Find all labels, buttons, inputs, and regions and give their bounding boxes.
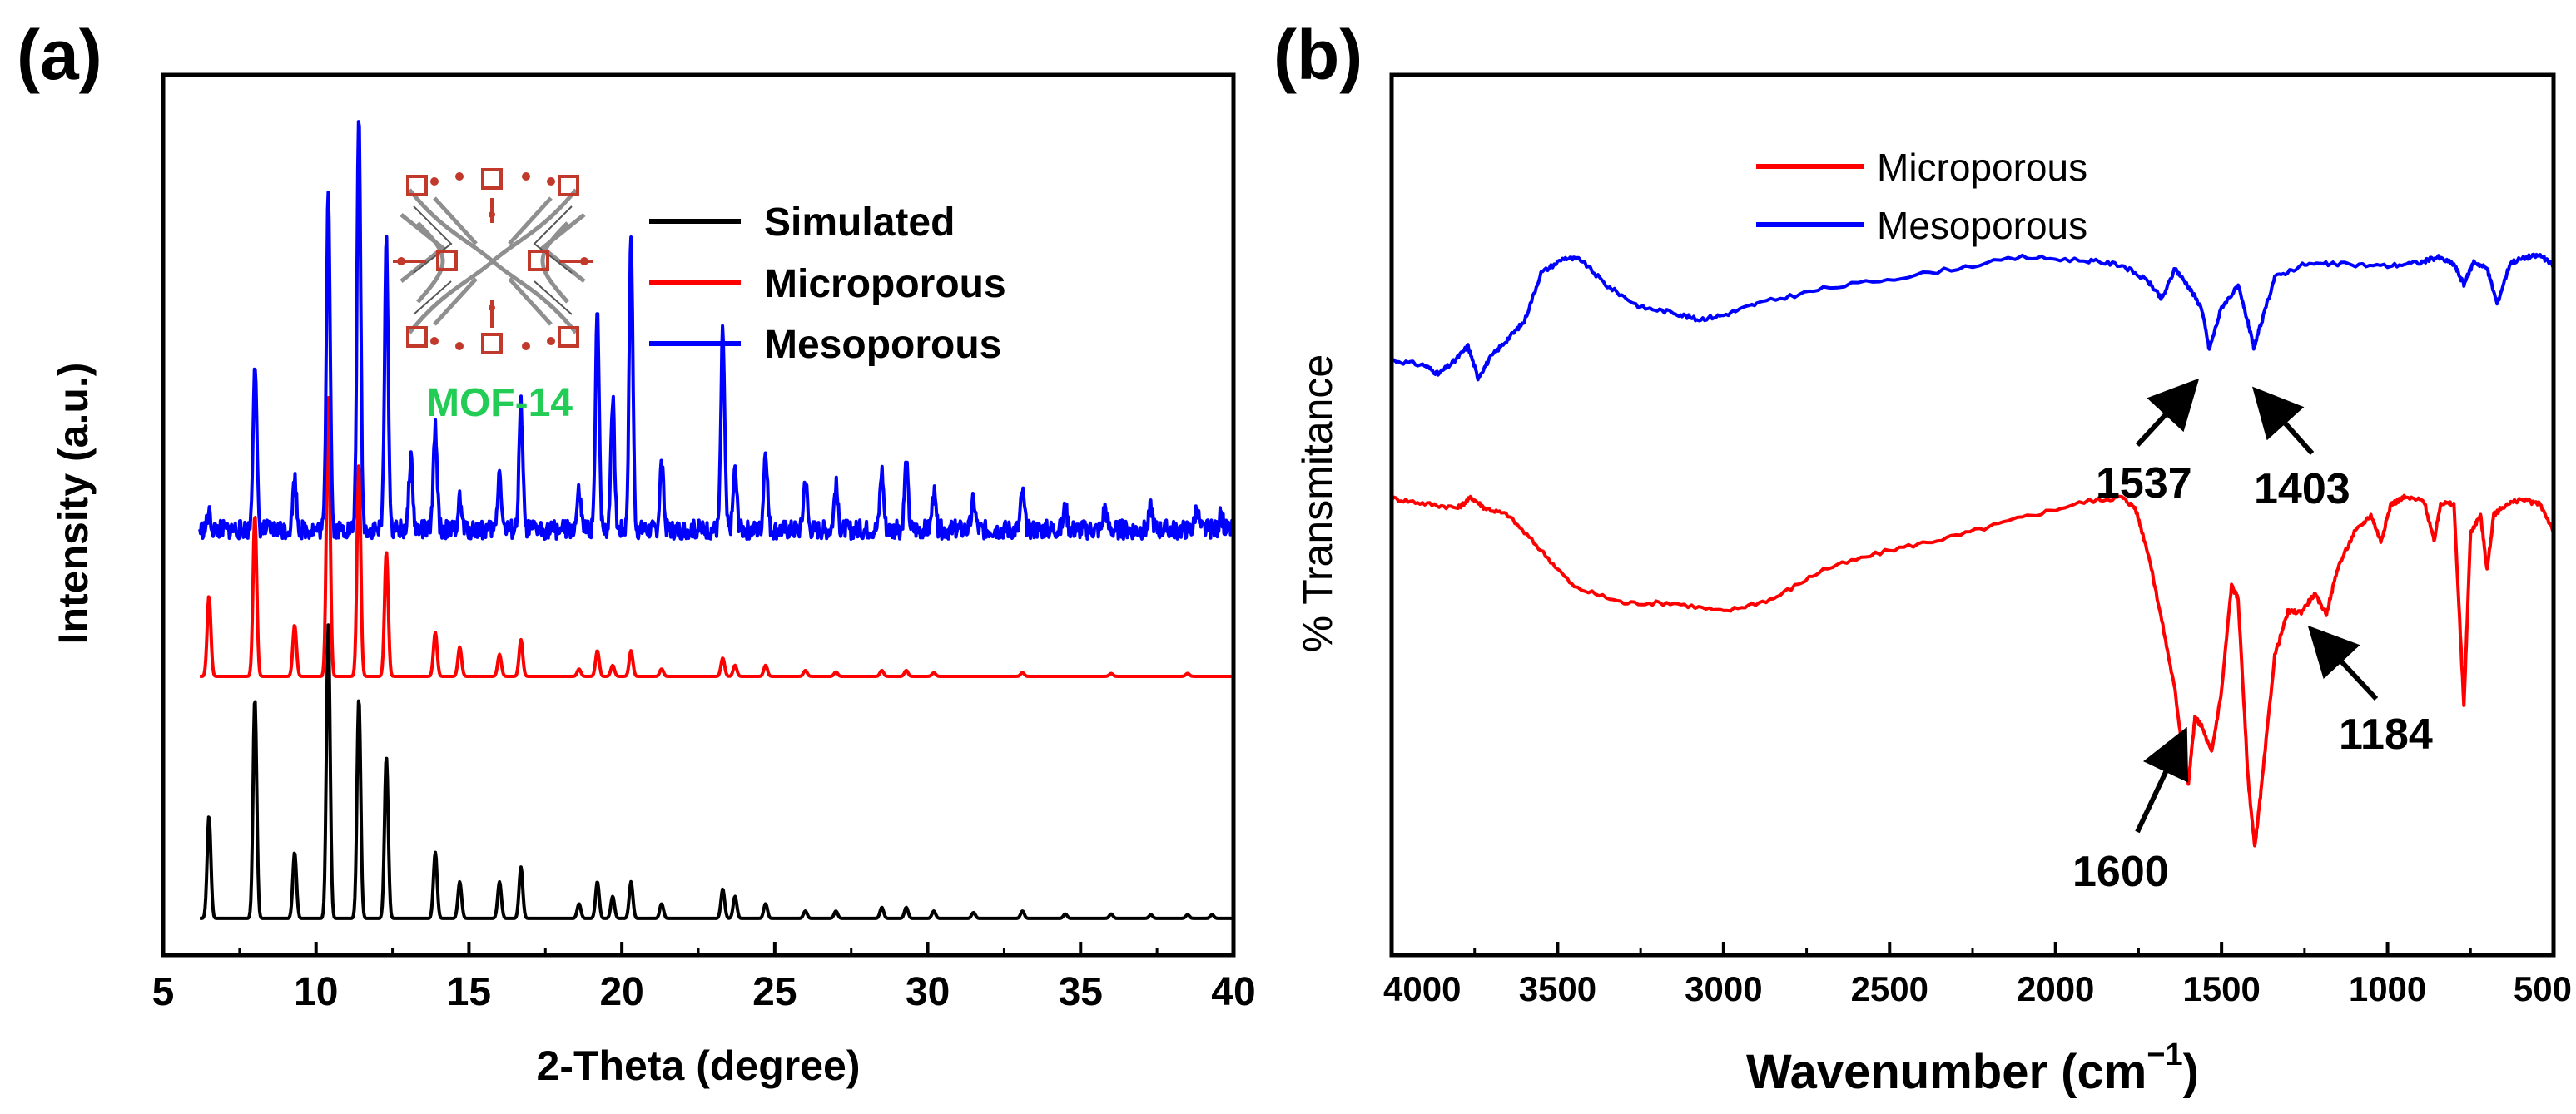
annotation-1537: 1537 <box>2096 459 2192 507</box>
panel-b-label: (b) <box>1273 16 1362 94</box>
legend-label-mesoporous: Mesoporous <box>764 323 1001 367</box>
series-line-mesoporous-ftir <box>1391 252 2554 382</box>
legend-label-microporous: Microporous <box>764 262 1006 306</box>
annotation-1600: 1600 <box>2072 848 2169 896</box>
annotation-1403: 1403 <box>2254 465 2350 513</box>
panel-b-x-ticks: 4000 3500 3000 2500 2000 1500 1000 500 <box>1383 942 2572 1008</box>
x-axis-title-close: ) <box>2183 1045 2199 1099</box>
panel-a-x-ticks: 5 10 15 20 25 30 35 40 <box>152 942 1256 1014</box>
arrow-1600 <box>2135 726 2189 834</box>
legend-label-microporous-b: Microporous <box>1877 146 2087 189</box>
x-tick-label: 15 <box>447 970 491 1014</box>
x-tick-label: 1000 <box>2349 969 2426 1008</box>
x-tick-label: 2000 <box>2017 969 2094 1008</box>
arrow-1537 <box>2135 378 2200 448</box>
x-tick-label: 20 <box>599 970 643 1014</box>
x-tick-label: 5 <box>152 970 175 1014</box>
series-line-mesoporous <box>198 120 1235 541</box>
x-tick-label: 30 <box>906 970 950 1014</box>
x-tick-label: 10 <box>294 970 338 1014</box>
mof-14-structure-image <box>393 165 593 358</box>
panel-a-xrd-chart: (a) 5 10 15 20 25 30 35 40 2-Theta (degree) Int… <box>17 16 1256 1089</box>
annotation-1184: 1184 <box>2339 710 2433 759</box>
legend-label-simulated: Simulated <box>764 201 955 245</box>
legend-label-mesoporous-b: Mesoporous <box>1877 204 2087 247</box>
panel-a-x-axis-title: 2-Theta (degree) <box>537 1042 861 1089</box>
arrow-1184 <box>2307 625 2379 701</box>
x-tick-label: 3500 <box>1519 969 1596 1008</box>
x-tick-label: 500 <box>2514 969 2572 1008</box>
x-tick-label: 40 <box>1211 970 1255 1014</box>
panel-b-x-axis-title: Wavenumber (cm−1) <box>1746 1037 2199 1099</box>
x-axis-title-main: Wavenumber (cm <box>1746 1045 2147 1099</box>
mof-14-caption: MOF-14 <box>426 381 573 425</box>
x-axis-title-superscript: −1 <box>2147 1037 2182 1072</box>
x-tick-label: 2500 <box>1851 969 1928 1008</box>
panel-b-legend: Microporous Mesoporous <box>1756 146 2087 247</box>
x-tick-label: 3000 <box>1685 969 1762 1008</box>
series-line-microporous <box>199 396 1235 678</box>
x-tick-label: 1500 <box>2182 969 2260 1008</box>
panel-b-annotations: 1537 1403 1600 1184 <box>2072 378 2433 896</box>
series-line-simulated <box>199 623 1235 920</box>
panel-b-y-axis-title: % Transmitance <box>1294 354 1341 652</box>
x-tick-label: 25 <box>752 970 797 1014</box>
panel-b-ftir-chart: (b) 4000 3500 3000 2500 2000 1500 1000 500 Wave… <box>1273 16 2572 1099</box>
x-tick-label: 4000 <box>1383 969 1461 1008</box>
panel-a-curves <box>198 120 1235 920</box>
panel-a-y-axis-title: Intensity (a.u.) <box>50 363 97 645</box>
panel-a-legend: Simulated Microporous Mesoporous <box>649 201 1006 367</box>
arrow-1403 <box>2251 386 2315 456</box>
series-line-microporous-ftir <box>1390 493 2554 848</box>
x-tick-label: 35 <box>1059 970 1103 1014</box>
panel-a-label: (a) <box>17 16 102 94</box>
panel-b-curves <box>1390 252 2554 848</box>
